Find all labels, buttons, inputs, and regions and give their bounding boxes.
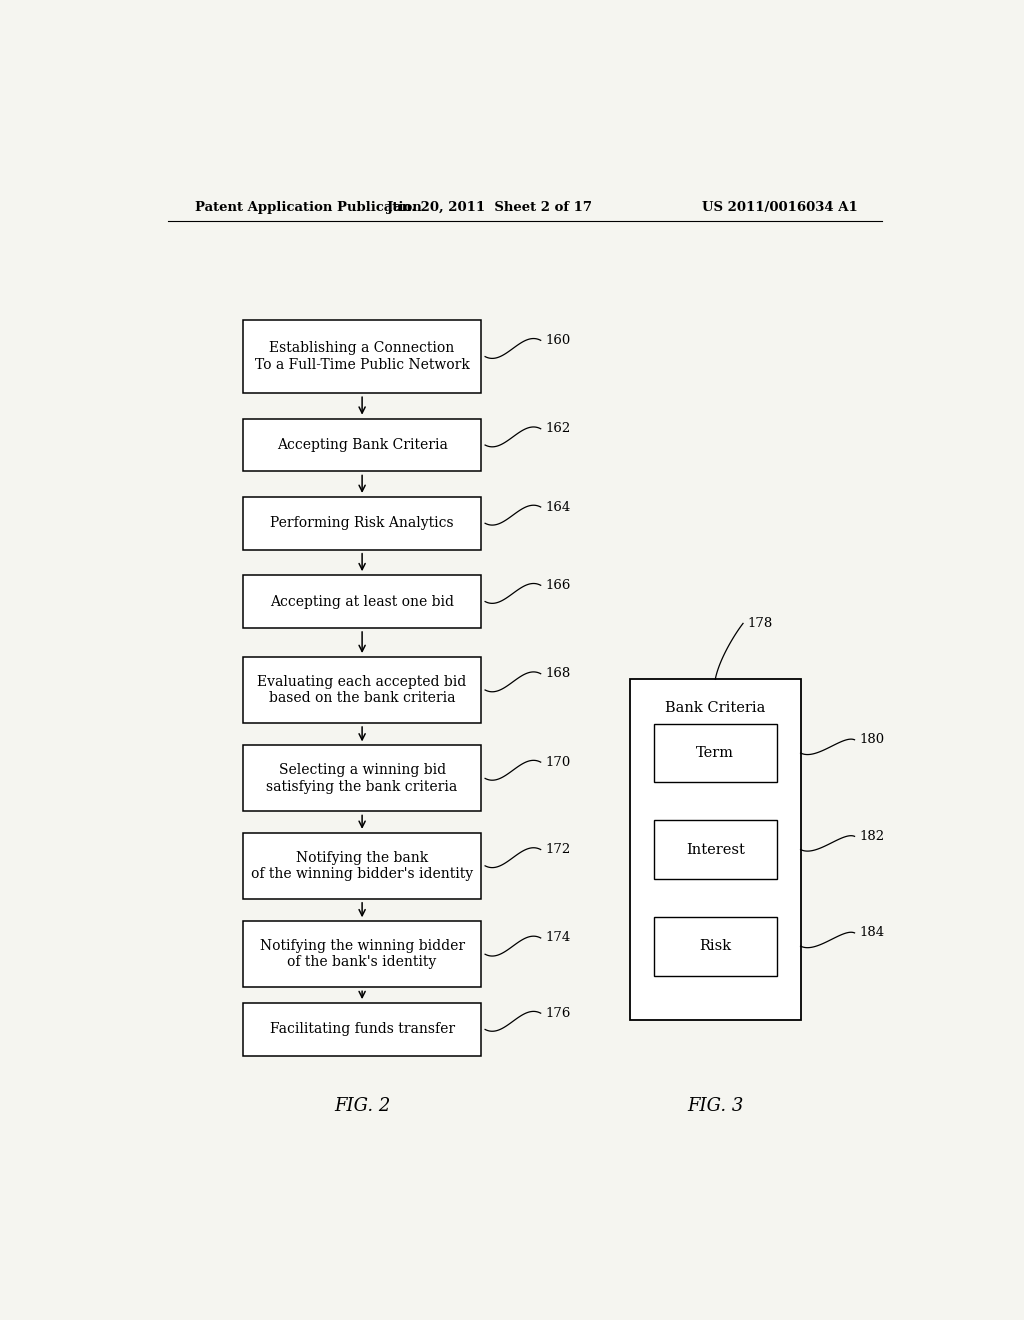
Text: Patent Application Publication: Patent Application Publication xyxy=(196,201,422,214)
Text: 172: 172 xyxy=(546,843,570,857)
Text: Evaluating each accepted bid
based on the bank criteria: Evaluating each accepted bid based on th… xyxy=(257,675,467,705)
Text: FIG. 3: FIG. 3 xyxy=(687,1097,743,1114)
FancyBboxPatch shape xyxy=(243,921,481,987)
Text: 170: 170 xyxy=(546,755,570,768)
Text: Notifying the winning bidder
of the bank's identity: Notifying the winning bidder of the bank… xyxy=(259,939,465,969)
Text: Notifying the bank
of the winning bidder's identity: Notifying the bank of the winning bidder… xyxy=(251,850,473,880)
FancyBboxPatch shape xyxy=(243,746,481,812)
Text: Accepting Bank Criteria: Accepting Bank Criteria xyxy=(276,438,447,451)
Text: 176: 176 xyxy=(546,1007,570,1019)
Text: 162: 162 xyxy=(546,422,570,436)
Text: 168: 168 xyxy=(546,667,570,680)
FancyBboxPatch shape xyxy=(654,916,776,975)
FancyBboxPatch shape xyxy=(243,657,481,723)
Text: Jan. 20, 2011  Sheet 2 of 17: Jan. 20, 2011 Sheet 2 of 17 xyxy=(387,201,592,214)
Text: Performing Risk Analytics: Performing Risk Analytics xyxy=(270,516,454,531)
FancyBboxPatch shape xyxy=(243,418,481,471)
Text: 178: 178 xyxy=(748,616,773,630)
Text: Interest: Interest xyxy=(686,842,744,857)
Text: 166: 166 xyxy=(546,578,570,591)
Text: 174: 174 xyxy=(546,932,570,945)
Text: US 2011/0016034 A1: US 2011/0016034 A1 xyxy=(702,201,858,214)
Text: Risk: Risk xyxy=(699,939,731,953)
Text: Selecting a winning bid
satisfying the bank criteria: Selecting a winning bid satisfying the b… xyxy=(266,763,458,793)
Text: Bank Criteria: Bank Criteria xyxy=(665,701,766,714)
Text: 180: 180 xyxy=(859,734,885,746)
Text: Facilitating funds transfer: Facilitating funds transfer xyxy=(269,1023,455,1036)
Text: FIG. 2: FIG. 2 xyxy=(334,1097,390,1114)
FancyBboxPatch shape xyxy=(654,723,776,783)
Text: Accepting at least one bid: Accepting at least one bid xyxy=(270,594,454,609)
Text: Establishing a Connection
To a Full-Time Public Network: Establishing a Connection To a Full-Time… xyxy=(255,342,470,372)
FancyBboxPatch shape xyxy=(630,680,801,1020)
FancyBboxPatch shape xyxy=(243,833,481,899)
FancyBboxPatch shape xyxy=(243,576,481,628)
Text: 164: 164 xyxy=(546,500,570,513)
FancyBboxPatch shape xyxy=(654,820,776,879)
Text: 160: 160 xyxy=(546,334,570,347)
Text: 182: 182 xyxy=(859,830,885,843)
FancyBboxPatch shape xyxy=(243,1003,481,1056)
Text: Term: Term xyxy=(696,746,734,760)
Text: 184: 184 xyxy=(859,927,885,940)
FancyBboxPatch shape xyxy=(243,496,481,549)
FancyBboxPatch shape xyxy=(243,319,481,393)
